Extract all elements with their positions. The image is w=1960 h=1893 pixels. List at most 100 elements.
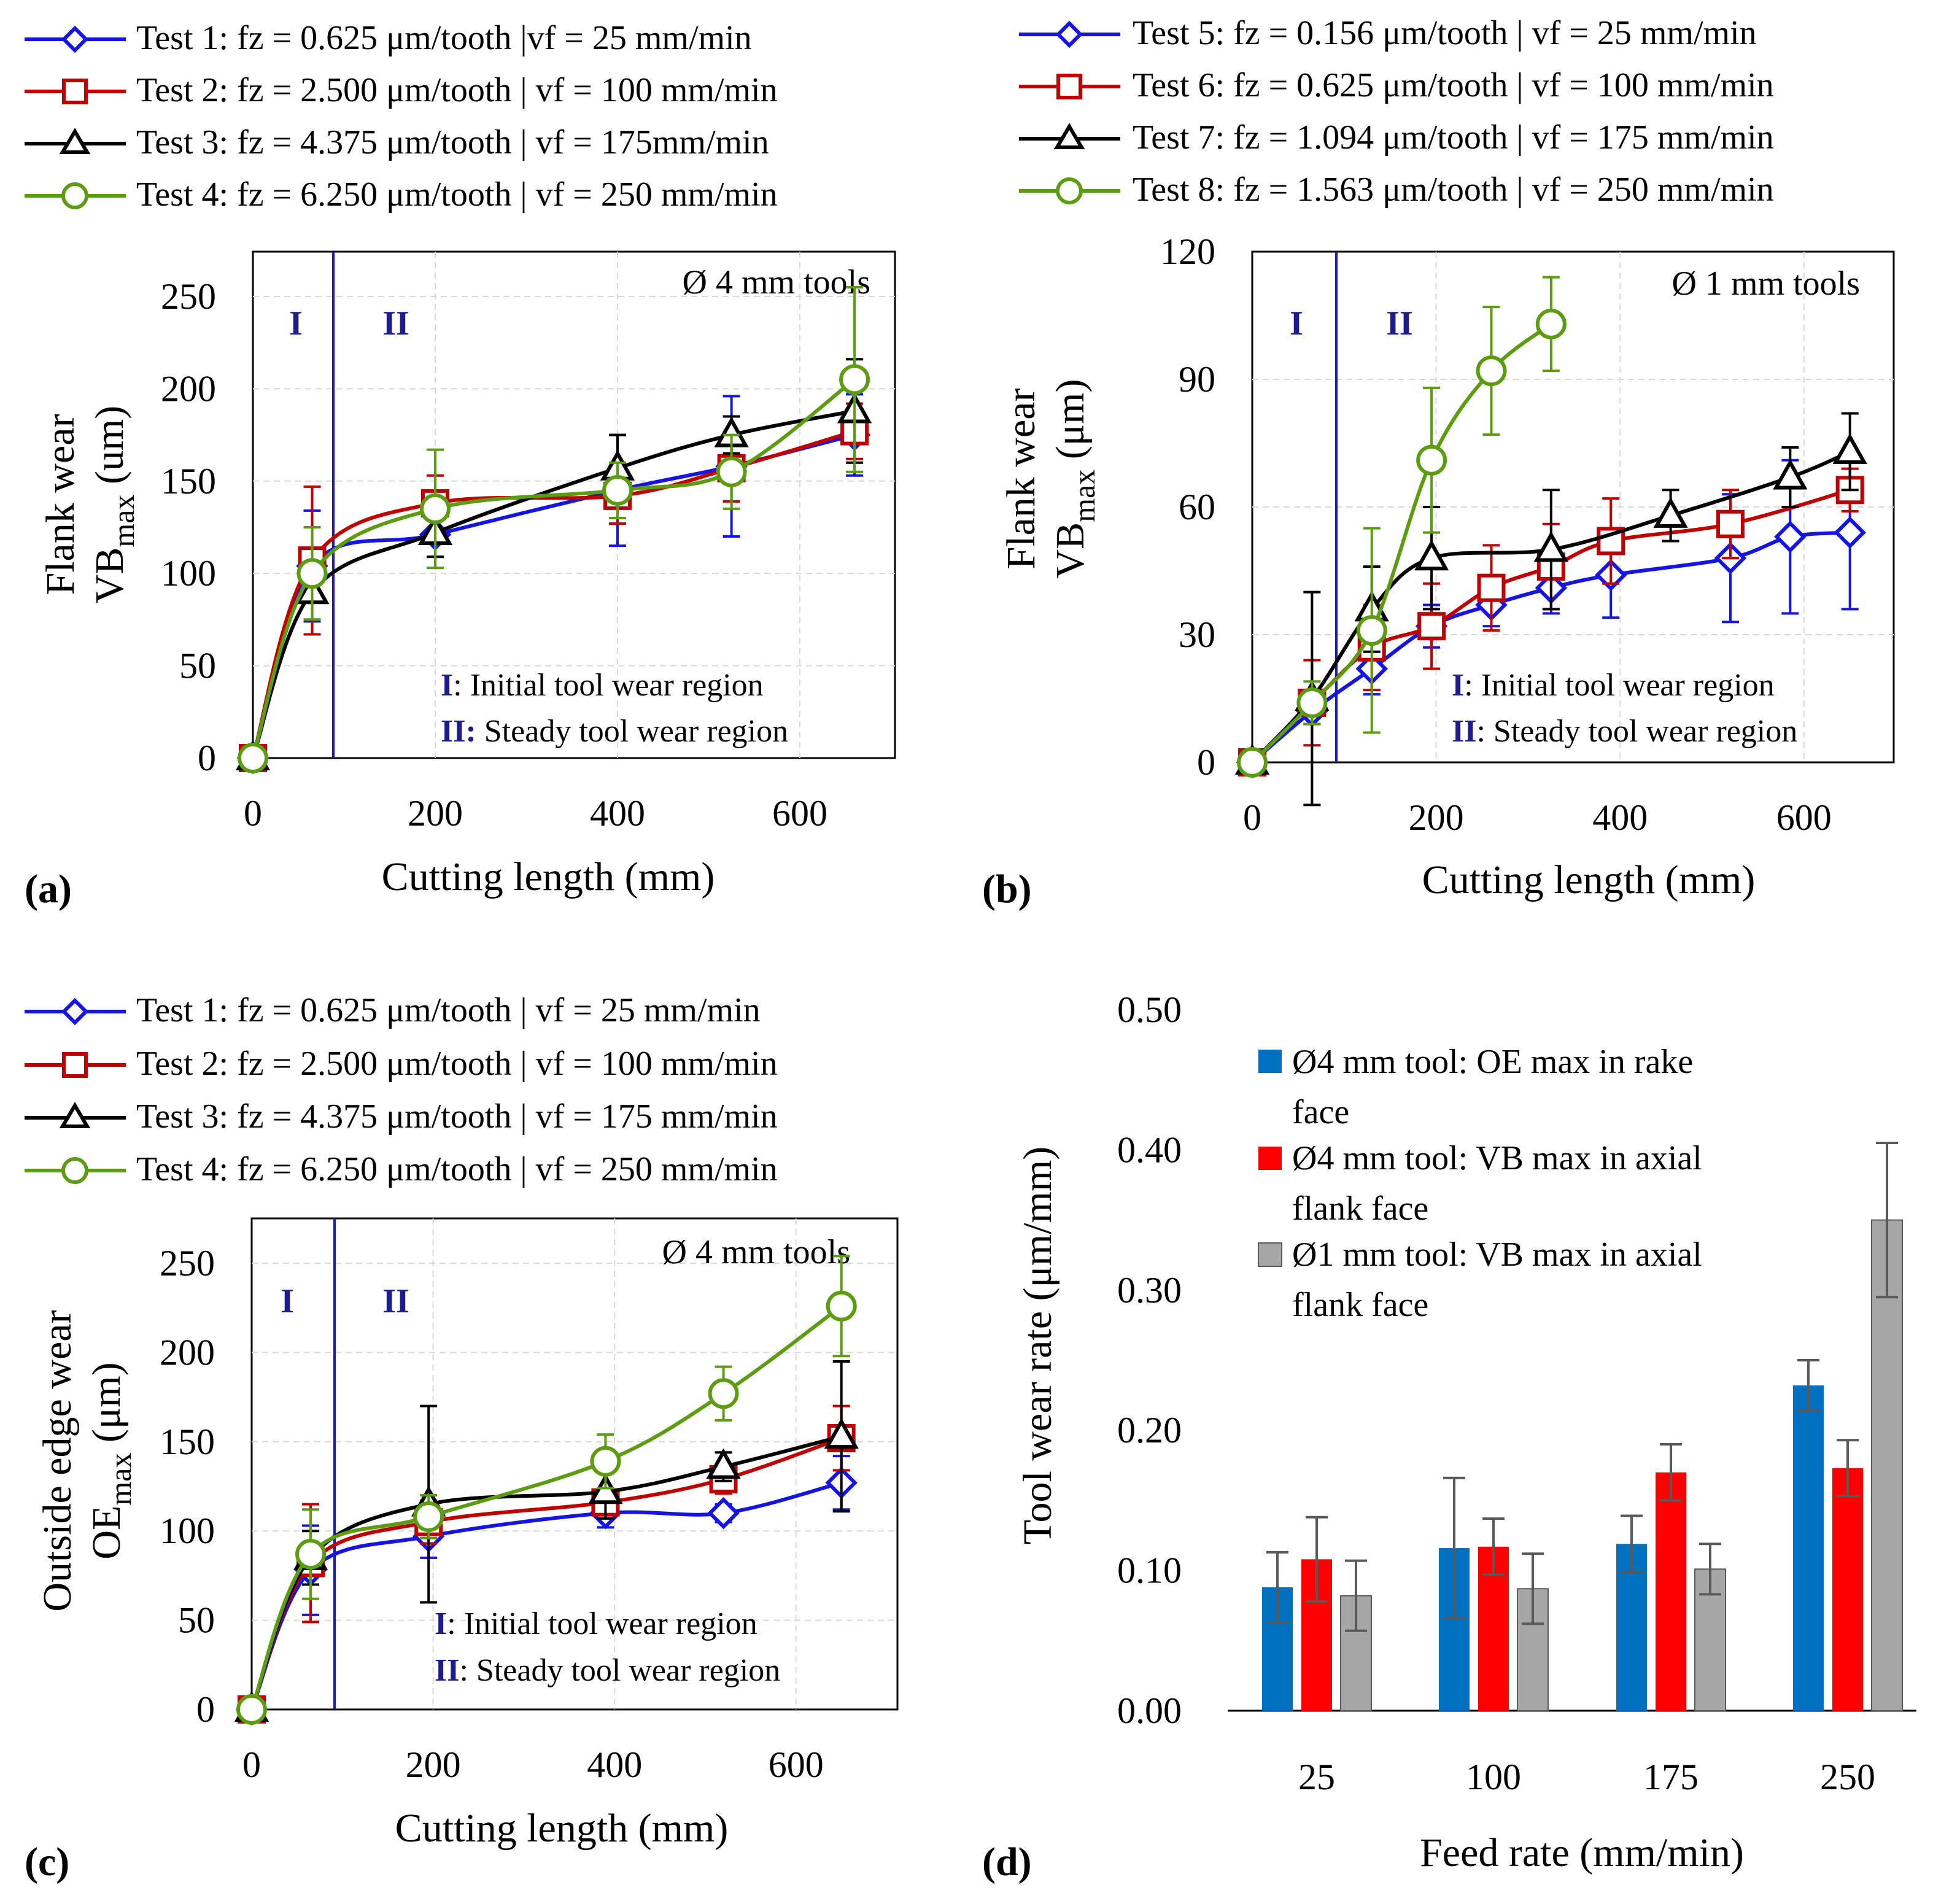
gridlines-a [253, 252, 895, 758]
legend-b-item-2: Test 6: fz = 0.625 μm/tooth | vf = 100 m… [1019, 66, 1774, 104]
y-tick-label: 0.10 [1117, 1550, 1182, 1591]
data-point-circle [1356, 615, 1387, 646]
y-tick-label: 0.50 [1117, 989, 1182, 1030]
data-point-circle [420, 493, 451, 524]
legend-b-label-2: Test 6: fz = 0.625 μm/tooth | vf = 100 m… [1133, 66, 1774, 104]
series-layer-c [234, 1255, 859, 1726]
y-tick-label: 250 [161, 276, 216, 317]
legend-a-label-3: Test 3: fz = 4.375 μm/tooth | vf = 175mm… [136, 123, 769, 161]
data-point-diamond [1834, 516, 1866, 549]
legend-d-label-1-line2: face [1292, 1093, 1349, 1131]
legend-c-label-4: Test 4: fz = 6.250 μm/tooth | vf = 250 m… [136, 1150, 778, 1188]
circle-marker-icon [61, 1157, 88, 1184]
legend-a-item-1: Test 1: fz = 0.625 μm/tooth |vf = 25 mm/… [25, 19, 752, 57]
tool-size-annotation-b: Ø 1 mm tools [1672, 265, 1860, 303]
legend-d: Ø4 mm tool: OE max in rake face Ø4 mm to… [1258, 1043, 1702, 1324]
y-tick-label: 100 [161, 553, 216, 594]
y-axis-title-c: Outside edge wear OEmax (μm) [35, 1310, 138, 1611]
series-layer-a [235, 285, 872, 775]
y-axis-title-line2-c: OEmax (μm) [84, 1362, 138, 1559]
x-tick-label: 400 [590, 793, 645, 834]
legend-a-item-2: Test 2: fz = 2.500 μm/tooth | vf = 100 m… [25, 71, 778, 109]
data-point-circle [1416, 444, 1447, 476]
triangle-marker-icon [1053, 123, 1085, 149]
legend-d-label-2-line2: flank face [1292, 1190, 1428, 1228]
y-tick-label: 250 [160, 1243, 215, 1283]
panel-tag-d: (d) [982, 1840, 1032, 1884]
region-note-ii-a: II: Steady tool wear region [441, 714, 788, 749]
x-tick-label: 200 [408, 793, 463, 834]
y-tick-label: 0 [198, 738, 216, 778]
x-tick-label: 600 [769, 1744, 824, 1785]
data-point-triangle [706, 1448, 741, 1479]
region-label-i-c: I [281, 1282, 294, 1320]
x-tick-label: 250 [1820, 1757, 1875, 1797]
x-tick-labels-a: 0 200 400 600 [244, 793, 827, 834]
x-axis-title-a: Cutting length (mm) [382, 854, 715, 899]
legend-d-label-1-line1: Ø4 mm tool: OE max in rake [1292, 1043, 1693, 1081]
panel-b: Test 5: fz = 0.156 μm/tooth | vf = 25 mm… [982, 14, 1895, 912]
data-point-triangle [824, 1417, 859, 1449]
tool-size-annotation-c: Ø 4 mm tools [662, 1233, 850, 1271]
triangle-marker-icon [59, 1102, 91, 1128]
panel-c: Test 1: fz = 0.625 μm/tooth | vf = 25 mm… [25, 991, 899, 1884]
panel-a: Test 1: fz = 0.625 μm/tooth |vf = 25 mm/… [25, 19, 896, 912]
region-note-ii-b: II: Steady tool wear region [1452, 714, 1797, 749]
y-tick-label: 60 [1179, 487, 1215, 527]
x-tick-label: 400 [1592, 797, 1648, 838]
data-point-circle [590, 1446, 621, 1477]
y-tick-labels-d: 0.00 0.10 0.20 0.30 0.40 0.50 [1117, 989, 1182, 1731]
data-point-circle [716, 456, 747, 487]
legend-d-swatch-3 [1258, 1242, 1282, 1267]
region-note-i-b: I: Initial tool wear region [1452, 668, 1775, 703]
series-line [1251, 530, 1850, 764]
data-point-circle [296, 558, 328, 589]
data-point-circle [236, 1694, 267, 1725]
y-tick-label: 0.30 [1117, 1270, 1182, 1310]
square-marker-icon [62, 1052, 88, 1078]
x-tick-label: 200 [1409, 797, 1464, 838]
series-test-8 [1237, 276, 1567, 778]
data-point-triangle [1773, 459, 1808, 490]
legend-d-swatch-2 [1258, 1147, 1282, 1170]
x-axis-title-d: Feed rate (mm/min) [1420, 1830, 1744, 1875]
square-marker-icon [1056, 74, 1082, 99]
y-axis-title-line1-b: Flank wear [999, 388, 1044, 569]
x-tick-label: 25 [1298, 1757, 1335, 1797]
y-tick-label: 200 [161, 368, 216, 409]
data-point-triangle [1414, 540, 1449, 571]
y-axis-title-b: Flank wear VBmax (μm) [999, 379, 1101, 579]
x-tick-label: 400 [587, 1744, 642, 1785]
x-tick-label: 175 [1643, 1757, 1699, 1797]
circle-marker-icon [61, 182, 88, 209]
data-point-circle [1296, 687, 1328, 718]
data-point-circle [826, 1290, 857, 1322]
region-label-ii-c: II [382, 1282, 409, 1320]
triangle-marker-icon [59, 128, 91, 154]
legend-b-item-1: Test 5: fz = 0.156 μm/tooth | vf = 25 mm… [1019, 14, 1757, 52]
legend-d-label-3-line1: Ø1 mm tool: VB max in axial [1292, 1236, 1702, 1274]
legend-a-label-4: Test 4: fz = 6.250 μm/tooth | vf = 250 m… [136, 176, 778, 214]
legend-a-item-3: Test 3: fz = 4.375 μm/tooth | vf = 175mm… [25, 123, 769, 161]
legend-c-item-1: Test 1: fz = 0.625 μm/tooth | vf = 25 mm… [25, 991, 761, 1029]
series-line [1250, 450, 1851, 764]
x-tick-labels-b: 0 200 400 600 [1243, 797, 1832, 838]
y-tick-label: 150 [160, 1422, 215, 1462]
data-point-square [1477, 573, 1506, 602]
data-point-circle [839, 364, 870, 395]
bar [1656, 1472, 1686, 1711]
y-tick-label: 150 [161, 461, 216, 501]
legend-c-label-2: Test 2: fz = 2.500 μm/tooth | vf = 100 m… [136, 1045, 778, 1083]
panel-tag-b: (b) [982, 867, 1032, 912]
legend-b: Test 5: fz = 0.156 μm/tooth | vf = 25 mm… [1019, 14, 1774, 209]
data-point-circle [1476, 355, 1507, 387]
data-point-circle [1535, 308, 1567, 339]
circle-marker-icon [1056, 177, 1083, 204]
diamond-marker-icon [61, 25, 89, 53]
y-axis-title-line1-c: Outside edge wear [35, 1310, 80, 1611]
y-tick-label: 50 [179, 646, 216, 686]
y-tick-label: 50 [178, 1600, 215, 1641]
panel-tag-a: (a) [25, 867, 72, 912]
data-point-circle [295, 1539, 327, 1570]
